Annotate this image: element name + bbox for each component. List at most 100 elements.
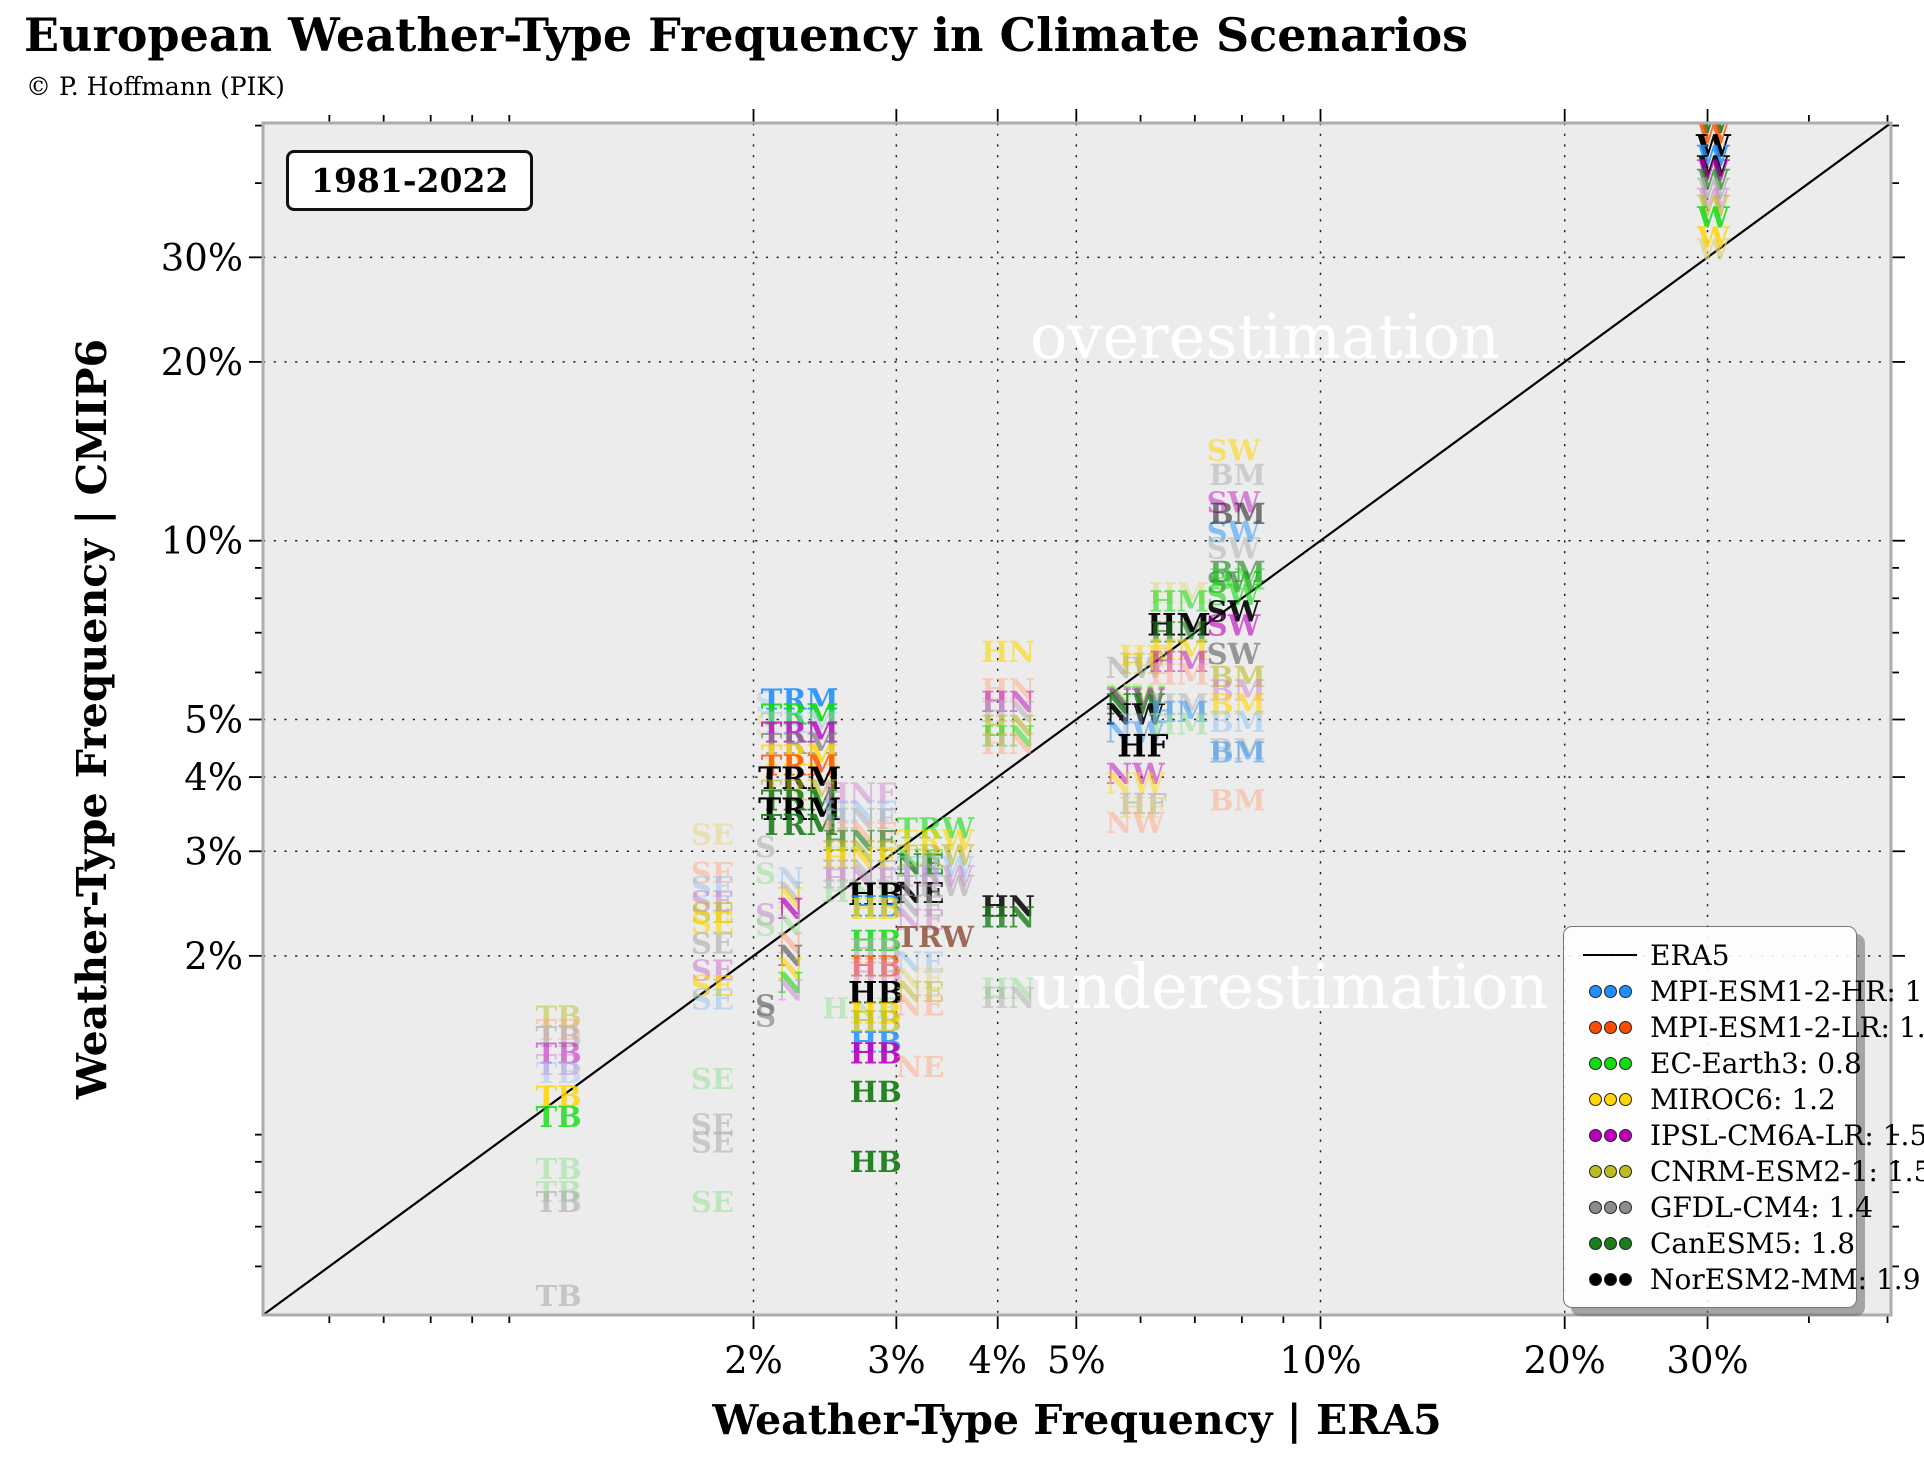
data-label-SE: SE — [691, 906, 734, 940]
data-label-SE: SE — [691, 1185, 734, 1219]
y-tick-label: 4% — [184, 756, 243, 799]
data-label-W: W — [1696, 172, 1730, 206]
model-dots-swatch — [1570, 984, 1650, 998]
data-label-NE: NE — [896, 848, 945, 882]
x-tick-label: 3% — [867, 1339, 926, 1382]
data-label-SE: SE — [691, 1108, 734, 1142]
data-label-W: W — [1696, 154, 1730, 188]
legend-item-miroc6: MIROC6: 1.2 — [1570, 1081, 1850, 1117]
data-label-BM: BM — [1209, 705, 1266, 739]
data-label-SE: SE — [691, 969, 734, 1003]
data-label-W: W — [1696, 163, 1730, 197]
data-label-TRW: TRW — [896, 823, 974, 857]
data-label-NW: NW — [1106, 697, 1166, 731]
data-label-HNF: HNF — [822, 777, 897, 811]
data-label-TB: TB — [536, 1000, 582, 1034]
data-label-TRM: TRM — [761, 773, 839, 807]
data-label-SW: SW — [1207, 566, 1261, 600]
data-label-HNF: HNF — [822, 795, 897, 829]
data-label-HM: HM — [1149, 616, 1209, 650]
data-label-SW: SW — [1207, 637, 1261, 671]
y-axis-label: Weather-Type Frequency | CMIP6 — [68, 338, 116, 1100]
data-label-HNF: HNF — [822, 834, 897, 868]
data-label-HB: HB — [850, 956, 902, 990]
data-label-NW: NW — [1106, 680, 1166, 714]
legend-item-label: ERA5 — [1650, 938, 1730, 972]
legend-item-cnrm-esm2-1: CNRM-ESM2-1: 1.5 — [1570, 1153, 1924, 1189]
data-label-NW: NW — [1106, 716, 1166, 750]
data-label-NE: NE — [896, 988, 945, 1022]
data-label-HNF: HNF — [822, 841, 897, 875]
data-label-TB: TB — [536, 1079, 582, 1113]
overestimation-label: overestimation — [1030, 300, 1500, 373]
data-label-HNF: HNF — [822, 875, 897, 909]
data-label-SW: SW — [1207, 532, 1261, 566]
legend-item-era5: ERA5 — [1570, 937, 1850, 973]
data-label-N: N — [777, 952, 804, 986]
data-label-HNF: HNF — [822, 802, 897, 836]
data-label-NE: NE — [896, 876, 945, 910]
y-tick-labels: 2% 3% 4% 5% 10% 20% 30% — [161, 236, 243, 978]
data-label-TRM: TRM — [761, 749, 839, 783]
data-label-HM: HM — [1149, 658, 1209, 692]
data-label-S: S — [755, 830, 776, 864]
x-tick-label: 20% — [1524, 1339, 1606, 1382]
data-label-HNF: HNF — [822, 861, 897, 895]
data-label-HB: HB — [850, 996, 902, 1030]
data-label-HN: HN — [981, 709, 1035, 743]
data-label-S: S — [755, 685, 776, 719]
data-label-HF: HF — [1119, 791, 1167, 825]
data-label-HN: HN — [981, 685, 1035, 719]
legend-item-ipsl-cm6a-lr: IPSL-CM6A-LR: 1.5 — [1570, 1117, 1924, 1153]
data-label-N: N — [777, 892, 804, 926]
data-label-W: W — [1695, 129, 1732, 165]
y-tick-label: 3% — [184, 830, 243, 873]
data-label-SW: SW — [1207, 433, 1261, 467]
x-tick-label: 2% — [724, 1339, 783, 1382]
data-label-SE: SE — [691, 870, 734, 904]
data-label-TB: TB — [536, 1020, 582, 1054]
model-dots-swatch — [1570, 1236, 1650, 1250]
data-label-HB: HB — [850, 924, 902, 958]
data-label-BM: BM — [1209, 735, 1266, 769]
data-label-HM: HM — [1149, 585, 1209, 619]
x-tick-labels: 2% 3% 4% 5% 10% 20% 30% — [724, 1339, 1749, 1382]
model-dots-swatch — [1570, 1020, 1650, 1034]
data-label-N: N — [777, 881, 804, 915]
data-label-HNF: HNF — [822, 992, 897, 1026]
data-label-TRM: TRM — [761, 697, 839, 731]
legend-item-label: IPSL-CM6A-LR: 1.5 — [1650, 1118, 1924, 1152]
data-label-HM: HM — [1149, 633, 1209, 667]
era5-line-swatch — [1570, 954, 1650, 956]
data-label-HB: HB — [848, 975, 904, 1011]
data-label-TRW: TRW — [896, 869, 974, 903]
legend-item-label: CNRM-ESM2-1: 1.5 — [1650, 1154, 1924, 1188]
data-label-NW: NW — [1106, 651, 1166, 685]
y-tick-label: 5% — [184, 699, 243, 742]
data-label-TRM: TRM — [758, 792, 841, 828]
data-label-HB: HB — [850, 1025, 902, 1059]
data-label-HN: HN — [981, 720, 1035, 754]
data-label-TRW: TRW — [896, 850, 974, 884]
annotations: overestimation underestimation — [1030, 300, 1548, 1023]
data-points: TBTBTBTBTBTBTBTBTBTBTBTBSESESESESESESESE… — [536, 123, 1732, 1313]
data-label-SW: SW — [1207, 485, 1261, 519]
data-label-HN: HN — [981, 695, 1035, 729]
data-label-S: S — [755, 897, 776, 931]
data-label-TB: TB — [536, 1175, 582, 1209]
data-label-SE: SE — [691, 982, 734, 1016]
data-label-HB: HB — [850, 932, 902, 966]
data-label-BM: BM — [1209, 660, 1266, 694]
data-label-HN: HN — [981, 981, 1035, 1015]
data-label-NW: NW — [1106, 757, 1166, 791]
data-label-HM: HM — [1149, 576, 1209, 610]
data-label-TRM: TRM — [761, 738, 839, 772]
x-tick-label: 10% — [1279, 1339, 1361, 1382]
data-label-SW: SW — [1207, 608, 1261, 642]
model-dots-swatch — [1570, 1272, 1650, 1286]
data-label-SE: SE — [691, 1062, 734, 1096]
data-label-SE: SE — [691, 926, 734, 960]
data-label-NW: NW — [1106, 678, 1166, 712]
data-label-N: N — [777, 966, 804, 1000]
legend-item-ec-earth3: EC-Earth3: 0.8 — [1570, 1045, 1862, 1081]
